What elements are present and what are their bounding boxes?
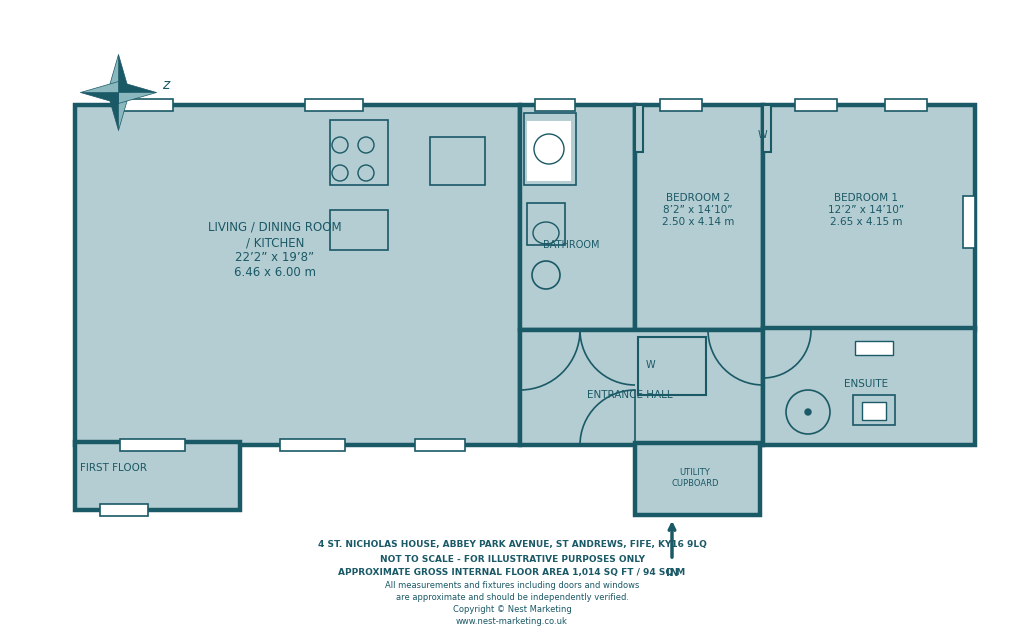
Polygon shape [80, 92, 118, 104]
Text: www.nest-marketing.co.uk: www.nest-marketing.co.uk [456, 616, 568, 625]
Bar [763, 105, 975, 330]
Circle shape [805, 409, 811, 415]
Bar [660, 99, 702, 111]
Bar [862, 402, 886, 420]
Bar [528, 122, 570, 180]
Bar [120, 439, 185, 451]
Bar [520, 105, 635, 330]
Bar [855, 341, 893, 355]
Bar [75, 105, 520, 445]
Polygon shape [118, 54, 129, 92]
Bar [963, 196, 975, 248]
Text: z: z [162, 78, 169, 92]
Bar [635, 105, 643, 152]
Polygon shape [106, 54, 118, 92]
Text: UTILITY
CUPBOARD: UTILITY CUPBOARD [672, 468, 719, 488]
Bar [853, 395, 895, 425]
Text: NOT TO SCALE - FOR ILLUSTRATIVE PURPOSES ONLY: NOT TO SCALE - FOR ILLUSTRATIVE PURPOSES… [380, 554, 644, 563]
Bar [415, 439, 465, 451]
Bar [305, 99, 362, 111]
Bar [100, 504, 148, 516]
Bar [280, 439, 345, 451]
Bar [885, 99, 927, 111]
Text: All measurements and fixtures including doors and windows: All measurements and fixtures including … [385, 580, 639, 589]
Bar [635, 443, 760, 515]
Bar [763, 328, 975, 445]
Bar [75, 442, 240, 510]
Text: are approximate and should be independently verified.: are approximate and should be independen… [395, 593, 629, 602]
Text: FIRST FLOOR: FIRST FLOOR [80, 463, 147, 473]
Bar [763, 105, 771, 152]
Text: W: W [757, 130, 767, 140]
Text: W: W [645, 360, 654, 370]
Text: APPROXIMATE GROSS INTERNAL FLOOR AREA 1,014 SQ FT / 94 SQ M: APPROXIMATE GROSS INTERNAL FLOOR AREA 1,… [338, 568, 686, 577]
Text: 4 ST. NICHOLAS HOUSE, ABBEY PARK AVENUE, ST ANDREWS, FIFE, KY16 9LQ: 4 ST. NICHOLAS HOUSE, ABBEY PARK AVENUE,… [317, 541, 707, 550]
Polygon shape [118, 92, 156, 104]
Bar [535, 99, 575, 111]
Polygon shape [80, 81, 118, 92]
Bar [330, 210, 388, 250]
Bar [795, 99, 837, 111]
Text: ENSUITE: ENSUITE [844, 379, 888, 389]
Bar [524, 113, 575, 185]
Text: IN: IN [666, 568, 678, 578]
Bar [430, 137, 485, 185]
Text: BATHROOM: BATHROOM [543, 240, 599, 250]
Bar [527, 203, 565, 245]
Polygon shape [118, 92, 129, 130]
Polygon shape [106, 92, 118, 130]
Bar [330, 120, 388, 185]
Text: BEDROOM 1
12’2” x 14’10”
2.65 x 4.15 m: BEDROOM 1 12’2” x 14’10” 2.65 x 4.15 m [828, 193, 904, 227]
Text: ENTRANCE HALL: ENTRANCE HALL [587, 390, 673, 400]
Text: BEDROOM 2
8’2” x 14’10”
2.50 x 4.14 m: BEDROOM 2 8’2” x 14’10” 2.50 x 4.14 m [662, 193, 734, 227]
Polygon shape [118, 81, 156, 92]
Text: LIVING / DINING ROOM
/ KITCHEN
22’2” x 19’8”
6.46 x 6.00 m: LIVING / DINING ROOM / KITCHEN 22’2” x 1… [208, 221, 342, 279]
Bar [520, 330, 763, 445]
Bar [635, 105, 763, 330]
Bar [115, 99, 173, 111]
Text: Copyright © Nest Marketing: Copyright © Nest Marketing [453, 605, 571, 614]
Bar [638, 337, 706, 395]
